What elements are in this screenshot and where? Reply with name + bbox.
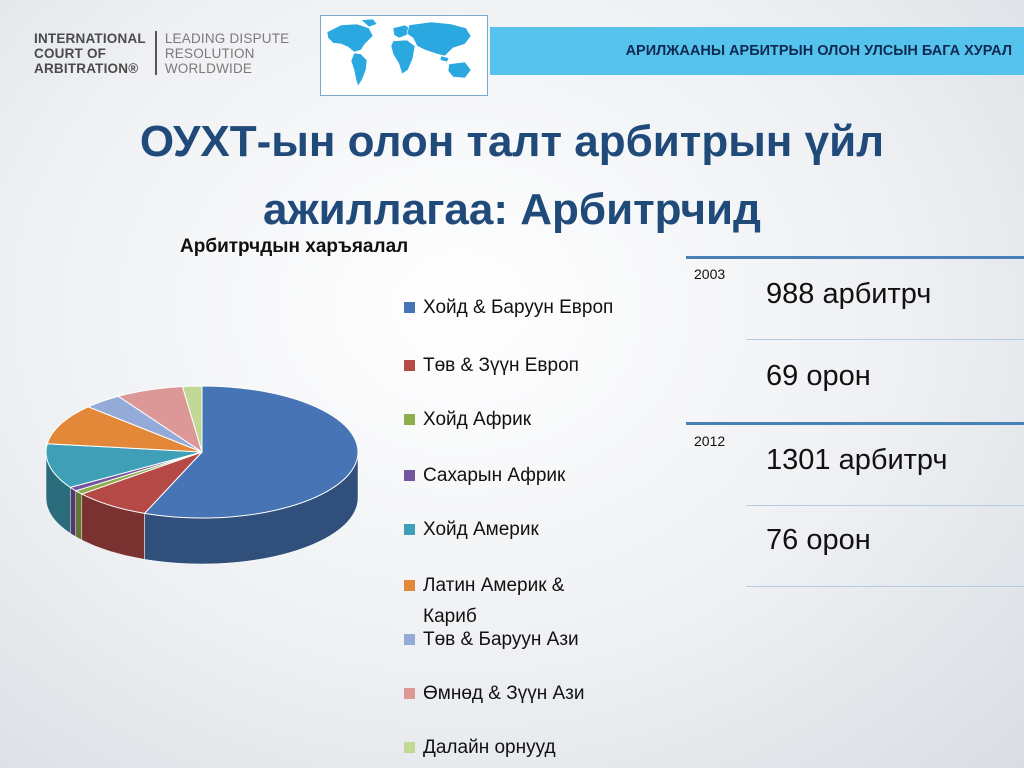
table-rule — [746, 339, 1024, 340]
logo-line: RESOLUTION — [164, 46, 255, 61]
legend-swatch — [404, 688, 415, 699]
legend-item: Хойд & Баруун Европ — [404, 292, 614, 323]
legend-item: Хойд Африк — [404, 404, 614, 435]
title-line: ОУХТ-ын олон талт арбитрын үйл — [139, 117, 885, 166]
legend-label: Хойд Америк — [423, 519, 539, 540]
legend-swatch — [404, 742, 415, 753]
legend-swatch — [404, 302, 415, 313]
table-arbitrators: 988 арбитрч — [766, 278, 932, 310]
legend-label: Латин Америк & Кариб — [423, 575, 565, 627]
table-rule — [746, 586, 1024, 587]
conference-banner: АРИЛЖААНЫ АРБИТРЫН ОЛОН УЛСЫН БАГА ХУРАЛ — [490, 27, 1024, 75]
legend-label: Хойд & Баруун Европ — [423, 297, 614, 318]
legend-swatch — [404, 634, 415, 645]
legend-item: Өмнөд & Зүүн Ази — [404, 678, 614, 709]
pie-slice — [143, 385, 359, 519]
table-rule — [686, 256, 1024, 259]
logo-line: COURT OF — [34, 46, 107, 61]
legend-swatch — [404, 524, 415, 535]
pie-chart — [45, 385, 359, 565]
pie-slice — [181, 385, 203, 453]
logo-line: INTERNATIONAL — [34, 31, 146, 46]
logo-line: ARBITRATION® — [34, 61, 139, 76]
table-rule — [686, 422, 1024, 425]
legend-item: Хойд Америк — [404, 514, 614, 545]
pie-slice — [45, 443, 203, 488]
legend-swatch — [404, 414, 415, 425]
table-year: 2012 — [694, 433, 726, 449]
logo-line: WORLDWIDE — [164, 61, 253, 76]
legend-swatch — [404, 360, 415, 371]
logo-divider — [154, 31, 157, 75]
legend-label: Далайн орнууд — [423, 737, 556, 758]
table-arbitrators: 1301 арбитрч — [766, 444, 948, 476]
table-countries: 69 орон — [766, 360, 871, 392]
pie-slice-side — [75, 490, 83, 541]
legend-swatch — [404, 470, 415, 481]
legend-item: Төв & Баруун Ази — [404, 624, 614, 655]
pie-slice-side — [70, 486, 77, 538]
legend-label: Өмнөд & Зүүн Ази — [423, 683, 585, 704]
legend-label: Төв & Зүүн Европ — [423, 355, 579, 376]
logo-line: LEADING DISPUTE — [164, 31, 290, 46]
legend-item: Төв & Зүүн Европ — [404, 350, 614, 381]
legend-swatch — [404, 580, 415, 591]
legend-label: Төв & Баруун Ази — [423, 629, 579, 650]
slide-title: ОУХТ-ын олон талт арбитрын үйл ажиллагаа… — [0, 108, 1024, 244]
table-year: 2003 — [694, 266, 726, 282]
title-line: ажиллагаа: Арбитрчид — [263, 185, 761, 234]
legend-item: Латин Америк & Кариб — [404, 570, 614, 632]
logo-left-text: INTERNATIONAL COURT OF ARBITRATION® — [34, 31, 146, 76]
table-countries: 76 орон — [766, 524, 871, 556]
legend-item: Сахарын Африк — [404, 460, 614, 491]
world-map-image — [320, 15, 488, 96]
chart-title: Арбитрчдын харъяалал — [180, 236, 409, 257]
legend-item: Далайн орнууд — [404, 732, 614, 763]
icc-logo: INTERNATIONAL COURT OF ARBITRATION® LEAD… — [34, 31, 289, 76]
world-map-icon — [326, 18, 472, 87]
banner-text: АРИЛЖААНЫ АРБИТРЫН ОЛОН УЛСЫН БАГА ХУРАЛ — [625, 43, 1012, 59]
table-rule — [746, 505, 1024, 506]
logo-right-text: LEADING DISPUTE RESOLUTION WORLDWIDE — [165, 31, 290, 76]
pie-slice — [46, 406, 203, 453]
legend-label: Сахарын Африк — [423, 465, 566, 486]
legend-label: Хойд Африк — [423, 409, 532, 430]
